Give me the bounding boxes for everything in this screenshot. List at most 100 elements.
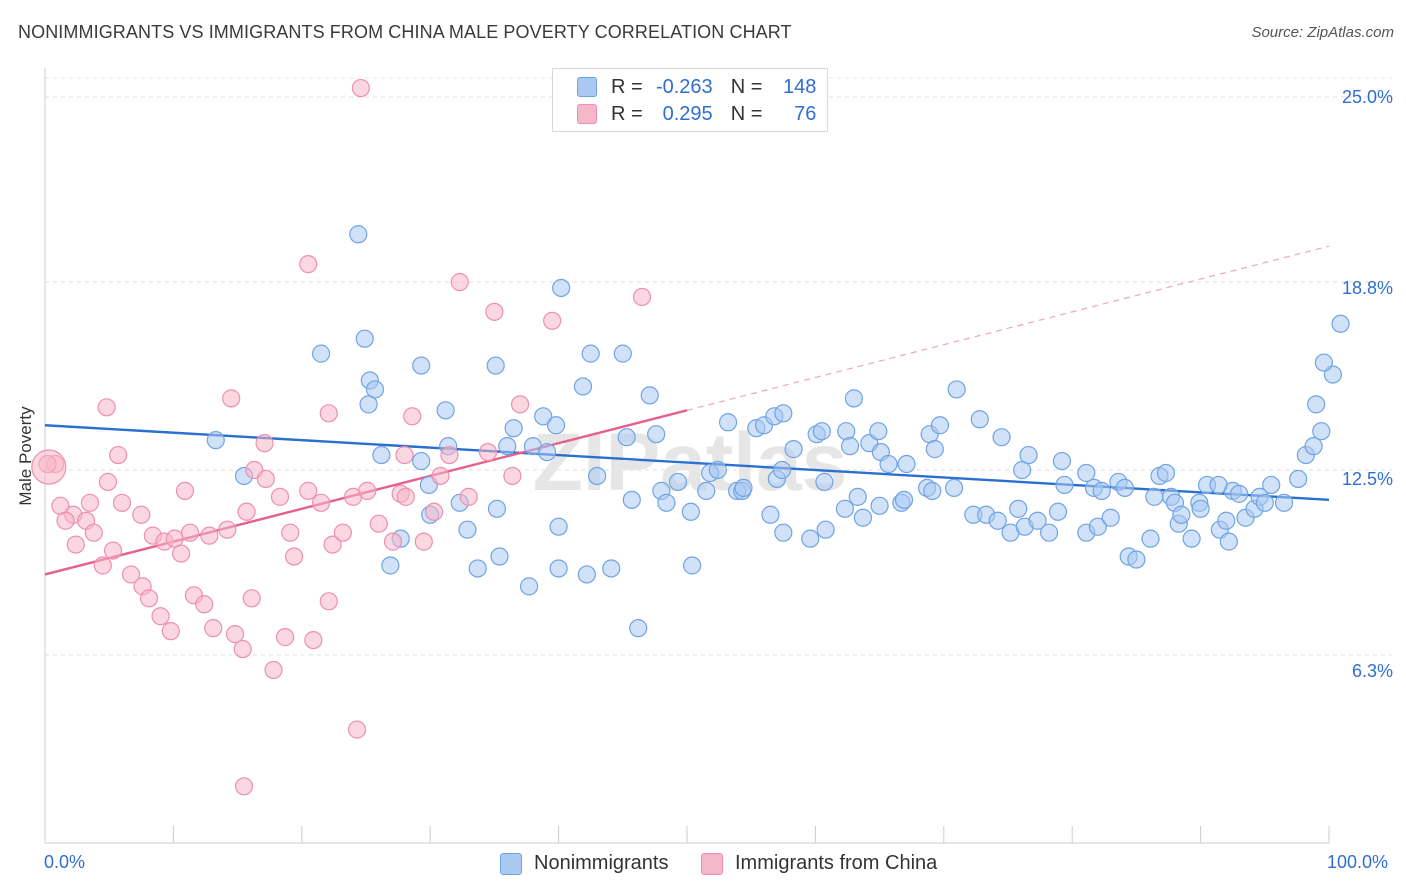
r-label: R =: [611, 75, 643, 98]
point-nonimmigrants: [844, 389, 864, 408]
point-nonimmigrants: [487, 499, 507, 518]
point-nonimmigrants: [549, 559, 568, 578]
point-nonimmigrants: [381, 556, 400, 575]
point-nonimmigrants: [816, 520, 835, 539]
point-immigrants-china: [31, 449, 67, 485]
point-immigrants-china: [358, 481, 377, 500]
n-label: N =: [730, 102, 763, 125]
point-nonimmigrants: [1312, 422, 1331, 441]
point-nonimmigrants: [879, 454, 898, 474]
point-nonimmigrants: [1230, 484, 1249, 503]
point-nonimmigrants: [1127, 550, 1146, 569]
chart-title: NONIMMIGRANTS VS IMMIGRANTS FROM CHINA M…: [18, 22, 792, 42]
point-immigrants-china: [403, 407, 422, 426]
point-immigrants-china: [109, 445, 128, 465]
point-nonimmigrants: [869, 422, 888, 441]
y-axis-label: Male Poverty: [16, 406, 35, 506]
point-immigrants-china: [431, 466, 450, 486]
point-immigrants-china: [319, 404, 338, 423]
point-nonimmigrants: [835, 499, 855, 518]
point-nonimmigrants: [640, 386, 659, 405]
point-nonimmigrants: [853, 508, 873, 527]
point-immigrants-china: [319, 592, 338, 611]
point-immigrants-china: [132, 505, 151, 524]
point-immigrants-china: [270, 487, 290, 506]
point-immigrants-china: [383, 532, 403, 551]
point-immigrants-china: [299, 255, 318, 274]
r-value: 0.295: [662, 102, 713, 125]
point-nonimmigrants: [349, 225, 368, 244]
point-immigrants-china: [255, 434, 274, 453]
point-immigrants-china: [440, 445, 459, 465]
point-nonimmigrants: [697, 481, 716, 500]
point-nonimmigrants: [988, 511, 1007, 530]
point-immigrants-china: [161, 622, 180, 641]
point-immigrants-china: [264, 660, 283, 680]
point-nonimmigrants: [1307, 395, 1326, 414]
point-nonimmigrants: [1304, 437, 1323, 456]
x-tick-label: 0.0%: [44, 852, 86, 872]
point-immigrants-china: [195, 595, 214, 614]
point-nonimmigrants: [1077, 463, 1096, 483]
point-nonimmigrants: [1048, 502, 1068, 521]
point-nonimmigrants: [1052, 451, 1072, 471]
trend-lines: [44, 245, 1330, 576]
point-nonimmigrants: [801, 529, 820, 548]
legend-swatch-pink: [577, 104, 597, 124]
point-nonimmigrants: [1172, 505, 1191, 524]
point-nonimmigrants: [412, 356, 431, 375]
point-nonimmigrants: [681, 502, 700, 521]
point-nonimmigrants: [412, 451, 431, 471]
point-nonimmigrants: [504, 419, 523, 438]
point-immigrants-china: [93, 556, 112, 575]
point-immigrants-china: [424, 502, 444, 521]
point-nonimmigrants: [617, 428, 636, 447]
point-immigrants-china: [172, 544, 191, 563]
point-nonimmigrants: [613, 344, 632, 363]
point-immigrants-china: [304, 630, 323, 650]
point-nonimmigrants: [573, 377, 593, 396]
point-immigrants-china: [180, 523, 200, 542]
point-nonimmigrants: [925, 440, 944, 459]
point-nonimmigrants: [1115, 478, 1134, 498]
point-nonimmigrants: [840, 437, 860, 456]
point-nonimmigrants: [436, 401, 455, 420]
y-tick-label: 6.3%: [1351, 661, 1393, 681]
legend-item-immigrants-china: Immigrants from China: [701, 852, 937, 875]
point-immigrants-china: [414, 532, 433, 551]
point-nonimmigrants: [534, 407, 553, 426]
point-immigrants-china: [347, 720, 367, 739]
point-nonimmigrants: [1289, 469, 1308, 489]
point-nonimmigrants: [1019, 445, 1038, 465]
point-immigrants-china: [204, 619, 223, 638]
point-nonimmigrants: [1314, 353, 1333, 372]
point-nonimmigrants: [1039, 523, 1059, 542]
point-nonimmigrants: [772, 460, 792, 480]
n-value: 76: [794, 102, 817, 125]
point-nonimmigrants: [947, 380, 966, 399]
point-nonimmigrants: [718, 413, 738, 432]
point-nonimmigrants: [1191, 499, 1210, 518]
y-tick-label: 12.5%: [1341, 469, 1393, 489]
point-nonimmigrants: [848, 487, 867, 506]
point-nonimmigrants: [206, 431, 225, 450]
point-nonimmigrants: [577, 565, 596, 584]
point-nonimmigrants: [784, 440, 803, 459]
point-immigrants-china: [395, 445, 414, 465]
point-immigrants-china: [276, 628, 295, 647]
point-nonimmigrants: [588, 466, 607, 486]
point-immigrants-china: [256, 469, 275, 489]
point-immigrants-china: [80, 493, 100, 512]
point-immigrants-china: [632, 287, 652, 307]
point-nonimmigrants: [1156, 463, 1176, 483]
point-nonimmigrants: [581, 344, 600, 363]
point-nonimmigrants: [1145, 487, 1164, 506]
legend-item-nonimmigrants: Nonimmigrants: [500, 852, 668, 875]
point-immigrants-china: [299, 481, 318, 500]
point-nonimmigrants: [355, 329, 374, 348]
point-nonimmigrants: [1255, 493, 1274, 512]
point-immigrants-china: [543, 311, 562, 330]
legend-swatch-blue: [500, 852, 522, 875]
point-immigrants-china: [485, 302, 504, 321]
point-immigrants-china: [396, 487, 415, 506]
